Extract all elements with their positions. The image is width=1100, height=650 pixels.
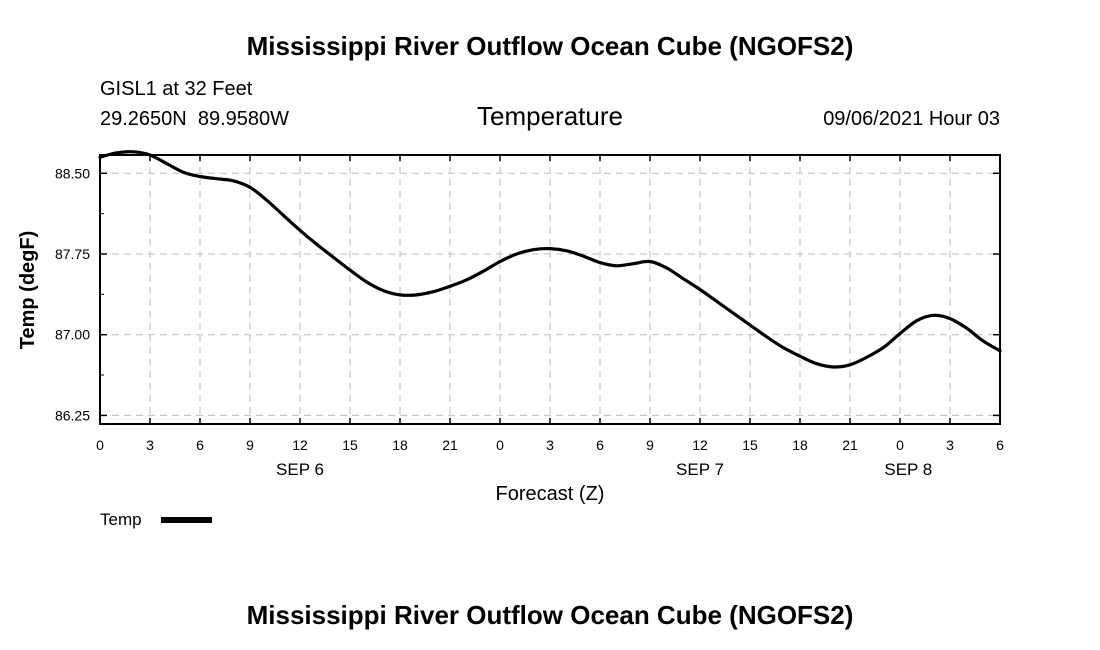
y-tick-label: 87.00: [55, 327, 90, 343]
x-tick-label: 15: [342, 437, 358, 453]
x-tick-label: 6: [996, 437, 1004, 453]
x-tick-label: 18: [792, 437, 808, 453]
x-tick-label: 9: [646, 437, 654, 453]
chart-title: Mississippi River Outflow Ocean Cube (NG…: [247, 31, 854, 61]
x-axis-label: Forecast (Z): [496, 483, 605, 505]
x-tick-label: 6: [196, 437, 204, 453]
plot-frame: [99, 154, 1001, 425]
y-tick-label: 88.50: [55, 165, 90, 181]
y-tick-label: 86.25: [55, 407, 90, 423]
y-axis-label: Temp (degF): [17, 231, 39, 350]
forecast-datetime: 09/06/2021 Hour 03: [823, 108, 1000, 130]
y-tick-labels: 86.25 87.00 87.75 88.50: [55, 165, 90, 423]
x-tick-label: 0: [96, 437, 104, 453]
x-tick-label: 3: [146, 437, 154, 453]
x-tick-label: 21: [842, 437, 858, 453]
x-tick-label: 21: [442, 437, 458, 453]
x-tick-label: 0: [896, 437, 904, 453]
chart-subtitle: Temperature: [477, 101, 623, 131]
date-label: SEP 8: [884, 460, 932, 479]
coordinates-label: 29.2650N 89.9580W: [100, 108, 289, 130]
x-tick-label: 0: [496, 437, 504, 453]
x-tick-label: 9: [246, 437, 254, 453]
y-tick-label: 87.75: [55, 246, 90, 262]
x-tick-label: 12: [692, 437, 708, 453]
date-label: SEP 6: [276, 460, 324, 479]
station-label: GISL1 at 32 Feet: [100, 78, 253, 100]
x-tick-label: 15: [742, 437, 758, 453]
temp-series-line: [98, 150, 1002, 369]
x-tick-label: 12: [292, 437, 308, 453]
x-tick-label: 3: [946, 437, 954, 453]
grid-lines: [100, 155, 1000, 424]
footer-title: Mississippi River Outflow Ocean Cube (NG…: [247, 600, 854, 630]
date-label: SEP 7: [676, 460, 724, 479]
x-tick-label: 6: [596, 437, 604, 453]
legend-label: Temp: [100, 510, 142, 529]
date-labels: SEP 6 SEP 7 SEP 8: [276, 460, 932, 479]
x-tick-labels: 0 3 6 9 12 15 18 21 0 3 6 9 12 15 18 21 0 3 6: [96, 437, 1004, 453]
x-tick-label: 3: [546, 437, 554, 453]
x-tick-label: 18: [392, 437, 408, 453]
